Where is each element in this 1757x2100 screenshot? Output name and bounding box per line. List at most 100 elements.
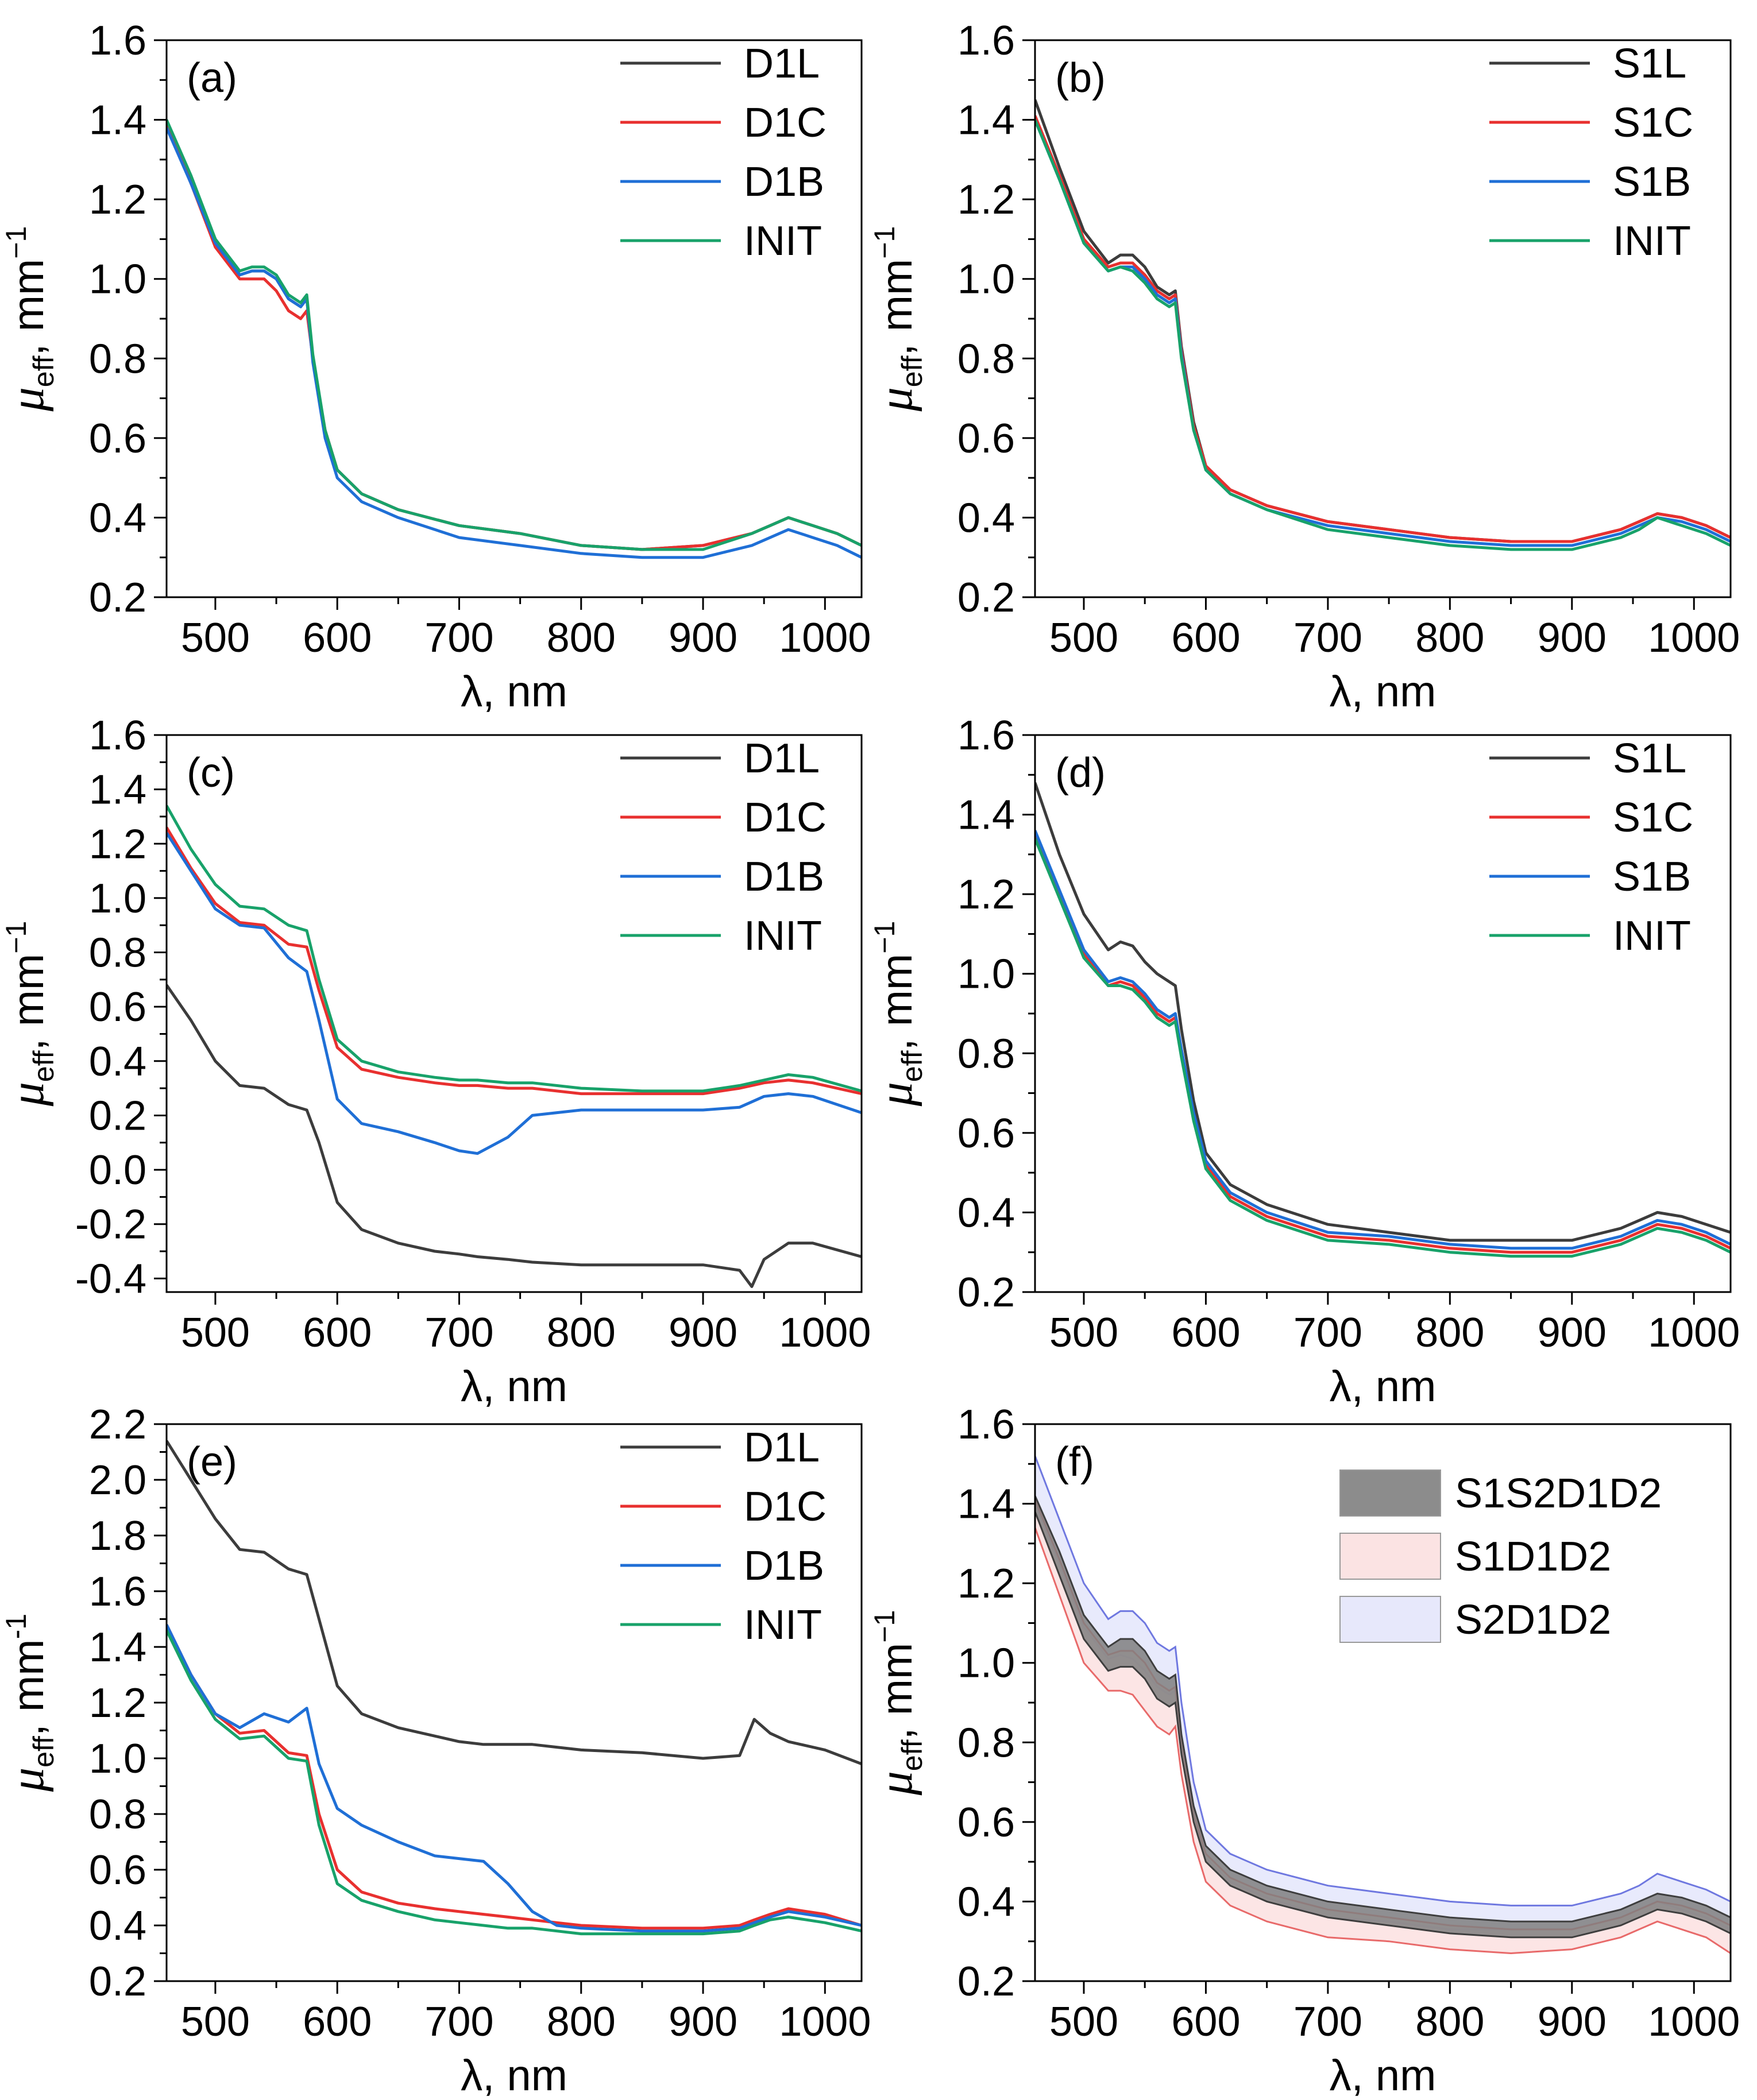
plot-area bbox=[1035, 99, 1731, 551]
y-tick-label: 0.2 bbox=[89, 575, 146, 621]
plot-frame bbox=[165, 734, 863, 1293]
band-upper-line-s1s2d1d2 bbox=[1035, 1495, 1731, 1923]
y-tick-label: 1.0 bbox=[957, 952, 1015, 997]
x-tick-label: 800 bbox=[1415, 1999, 1484, 2045]
y-axis-title: μeff, mm−1 bbox=[0, 226, 60, 412]
y-tick-label: 2.0 bbox=[89, 1457, 146, 1503]
legend-swatch-s1s2d1d2 bbox=[1339, 1469, 1441, 1517]
y-axis-exponent: -1 bbox=[0, 1614, 32, 1639]
x-tick-label: 600 bbox=[1171, 1310, 1240, 1356]
series-line-d1b bbox=[167, 832, 862, 1155]
y-tick-label: 0.4 bbox=[89, 1903, 146, 1949]
y-axis-subscript: eff bbox=[896, 1739, 928, 1771]
series-line-s1l bbox=[1035, 782, 1731, 1242]
y-axis-subscript: eff bbox=[896, 355, 928, 387]
y-tick-label: 1.2 bbox=[89, 821, 146, 867]
y-axis-unit: , mm bbox=[872, 259, 921, 356]
legend: D1L D1C D1B INIT bbox=[620, 736, 827, 959]
x-tick-label: 600 bbox=[1171, 1999, 1240, 2045]
y-tick-label: 1.4 bbox=[957, 1482, 1015, 1527]
legend-label-init: INIT bbox=[744, 913, 822, 959]
y-axis-symbol: μ bbox=[1, 387, 54, 412]
series-line-d1b bbox=[167, 127, 862, 559]
series-line-init bbox=[1035, 838, 1731, 1258]
y-axis-title: μeff, mm-1 bbox=[0, 1614, 60, 1792]
y-tick-label: 0.6 bbox=[89, 1847, 146, 1893]
x-axis-title: λ, nm bbox=[461, 667, 567, 716]
x-tick-label: 500 bbox=[1049, 615, 1118, 661]
x-axis: 500 600 700 800 900 1000 λ, nm bbox=[181, 1292, 871, 1411]
series-line-d1b bbox=[167, 1624, 862, 1933]
x-tick-label: 900 bbox=[1538, 1999, 1607, 2045]
panel-label: (a) bbox=[187, 55, 237, 101]
series-line-d1l bbox=[167, 1440, 862, 1766]
x-axis: 500 600 700 800 900 1000 λ, nm bbox=[1049, 1981, 1740, 2100]
y-tick-label: 0.2 bbox=[89, 1959, 146, 2005]
y-axis-symbol: μ bbox=[1, 1768, 54, 1792]
x-tick-label: 1000 bbox=[1648, 1310, 1740, 1356]
legend-label-s1c: S1C bbox=[1613, 795, 1693, 841]
x-tick-label: 1000 bbox=[779, 1310, 871, 1356]
x-tick-label: 1000 bbox=[779, 1999, 871, 2045]
x-tick-label: 800 bbox=[1415, 615, 1484, 661]
y-axis-exponent: −1 bbox=[868, 226, 901, 259]
legend-label-s1c: S1C bbox=[1613, 100, 1693, 146]
legend: S1S2D1D2 S1D1D2 S2D1D2 bbox=[1339, 1469, 1662, 1643]
band-lower-line-s1d1d2 bbox=[1035, 1527, 1731, 1955]
x-tick-label: 800 bbox=[547, 1999, 616, 2045]
x-axis: 500 600 700 800 900 1000 λ, nm bbox=[1049, 1292, 1740, 1411]
x-tick-label: 500 bbox=[181, 1999, 250, 2045]
y-tick-label: 1.2 bbox=[957, 177, 1015, 223]
y-tick-label: 0.6 bbox=[89, 416, 146, 462]
x-tick-label: 800 bbox=[1415, 1310, 1484, 1356]
x-tick-label: 1000 bbox=[779, 615, 871, 661]
x-axis-title: λ, nm bbox=[1330, 667, 1437, 716]
x-tick-label: 500 bbox=[181, 1310, 250, 1356]
y-axis-unit: , mm bbox=[4, 954, 53, 1051]
legend-label-init: INIT bbox=[1613, 218, 1691, 264]
y-tick-label: 0.4 bbox=[89, 1039, 146, 1085]
y-tick-label: 1.6 bbox=[89, 18, 146, 64]
panel-label: (d) bbox=[1055, 750, 1106, 796]
series-line-d1c bbox=[167, 1624, 862, 1930]
y-axis-subscript: eff bbox=[896, 1050, 928, 1082]
band-upper-line-s2d1d2 bbox=[1035, 1455, 1731, 1906]
legend-label-d1c: D1C bbox=[744, 1484, 827, 1530]
series-line-s1b bbox=[1035, 830, 1731, 1250]
legend: S1L S1C S1B INIT bbox=[1489, 41, 1693, 264]
panel-b: 500 600 700 800 900 1000 λ, nm 0.2 0.4 0.6 0.8 1.0 1… bbox=[868, 18, 1740, 716]
y-tick-label: 1.4 bbox=[957, 98, 1015, 144]
y-tick-label: 1.2 bbox=[89, 177, 146, 223]
y-tick-label: 0.4 bbox=[957, 1879, 1015, 1925]
panel-d: 500 600 700 800 900 1000 λ, nm 0.2 0.4 0.6 0.8 1.0 1… bbox=[868, 713, 1740, 1411]
plot-area bbox=[1035, 782, 1731, 1258]
y-tick-label: -0.4 bbox=[75, 1256, 146, 1302]
y-axis-exponent: −1 bbox=[0, 226, 32, 259]
y-tick-label: 0.4 bbox=[957, 1190, 1015, 1236]
y-tick-label: 0.8 bbox=[957, 1031, 1015, 1077]
legend-label-s2d1d2: S2D1D2 bbox=[1455, 1597, 1611, 1643]
y-tick-label: 0.4 bbox=[89, 495, 146, 541]
plot-area bbox=[1035, 1455, 1731, 1955]
legend-swatch-s2d1d2 bbox=[1339, 1596, 1441, 1643]
y-tick-label: 0.8 bbox=[89, 336, 146, 382]
y-tick-label: 0.2 bbox=[957, 1270, 1015, 1316]
y-tick-label: 1.0 bbox=[957, 1641, 1015, 1687]
y-axis-exponent: −1 bbox=[0, 921, 32, 954]
y-tick-label: 0.2 bbox=[957, 1959, 1015, 2005]
y-axis: 0.2 0.4 0.6 0.8 1.0 1.2 1.4 1.6 μeff, mm−1 bbox=[868, 18, 1035, 621]
x-axis: 500 600 700 800 900 1000 λ, nm bbox=[1049, 597, 1740, 716]
x-axis-title: λ, nm bbox=[461, 2051, 567, 2100]
x-tick-label: 1000 bbox=[1648, 1999, 1740, 2045]
y-axis-exponent: −1 bbox=[868, 921, 901, 954]
y-axis-symbol: μ bbox=[869, 387, 922, 412]
y-axis: 0.2 0.4 0.6 0.8 1.0 1.2 1.4 1.6 μeff, mm−1 bbox=[0, 18, 167, 621]
y-tick-label: 0.2 bbox=[957, 575, 1015, 621]
plot-area bbox=[167, 1440, 862, 1936]
y-axis: 0.2 0.4 0.6 0.8 1.0 1.2 1.4 1.6 μeff, mm−1 bbox=[868, 713, 1035, 1316]
y-tick-label: 1.0 bbox=[89, 257, 146, 303]
legend-label-s1b: S1B bbox=[1613, 159, 1691, 205]
x-tick-label: 500 bbox=[1049, 1310, 1118, 1356]
y-tick-label: 0.8 bbox=[89, 1792, 146, 1838]
x-tick-label: 500 bbox=[181, 615, 250, 661]
